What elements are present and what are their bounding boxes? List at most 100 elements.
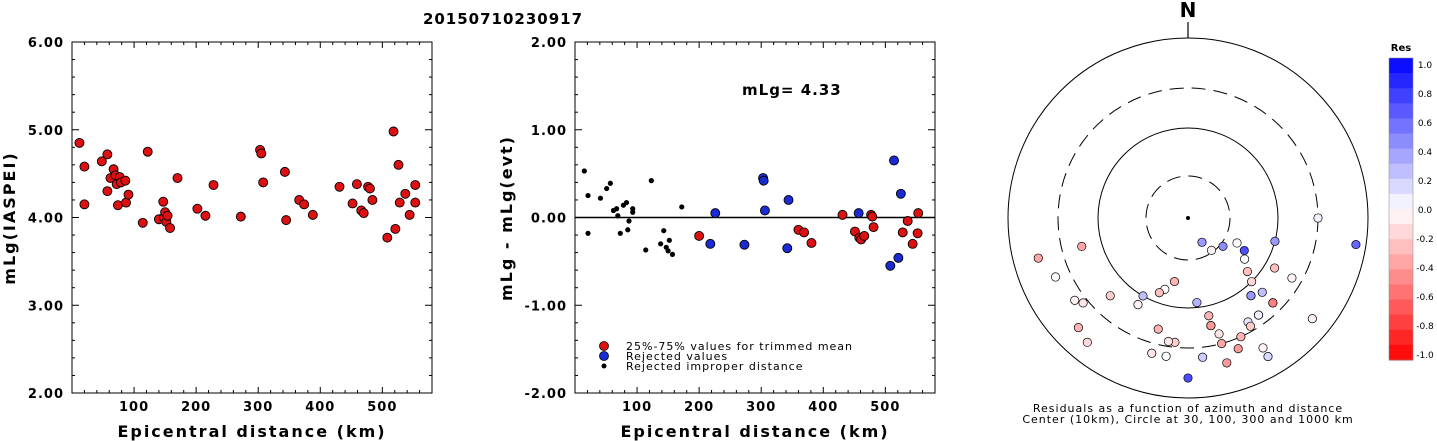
data-point-s0-42	[358, 208, 369, 219]
data-point-s0-44	[364, 183, 375, 194]
data-point-s0-36	[299, 199, 310, 210]
legend-label-1: Rejected values	[626, 350, 728, 363]
x-tick-label-1: 200	[684, 400, 714, 415]
colorbar-labels: 1.0 0.8 0.6 0.4 0.2 0.0 -0.2 -0.4 -0.6 -0.8 -1.0	[1416, 61, 1434, 361]
polar-point-38	[1245, 321, 1256, 331]
data-point-s1-5	[759, 205, 770, 216]
polar-point-37	[1222, 358, 1232, 368]
data-point-s0-11	[868, 222, 879, 233]
ring-30km	[1145, 175, 1231, 261]
colorbar-label-1: 0.8	[1418, 90, 1433, 100]
polar-point-25	[1163, 336, 1173, 347]
data-point-s0-17	[142, 146, 153, 157]
x-tick-label-1: 200	[181, 400, 211, 415]
legend-label-2: Rejected improper distance	[626, 360, 804, 373]
data-point-s0-24	[165, 223, 176, 233]
y-axis-label-1: mLg(IASPEI)	[0, 151, 19, 284]
x-tick-label-2: 300	[243, 400, 273, 415]
x-tick-label-4: 500	[367, 400, 397, 415]
polar-point-23	[1078, 298, 1088, 308]
colorbar-cell-16	[1389, 299, 1413, 316]
data-point-s0-8	[859, 230, 870, 241]
data-point-s0-16	[137, 217, 148, 228]
data-point-s0-0	[74, 137, 85, 148]
polar-point-7	[1258, 343, 1268, 353]
panel-mlg-vs-distance: 100 200 300 400 500 2.00 3.00 4.00 5.00 6.00 mLg(…	[0, 36, 433, 441]
data-point-s2-1	[585, 230, 591, 236]
data-point-s2-23	[669, 251, 676, 257]
mlg-annotation: mLg= 4.33	[742, 81, 842, 99]
legend-marker-1	[599, 351, 609, 361]
x-tick-label-3: 400	[808, 400, 838, 415]
data-point-s2-12	[625, 227, 631, 233]
data-point-s0-15	[123, 189, 134, 200]
data-point-s2-11	[623, 199, 630, 206]
legend: 25%-75% values for trimmed mean Rejected…	[599, 340, 852, 373]
polar-point-41	[1206, 245, 1217, 255]
data-point-s0-40	[351, 179, 362, 190]
polar-point-48	[1073, 323, 1083, 333]
colorbar-cell-12	[1389, 239, 1413, 255]
data-point-s2-24	[679, 204, 685, 210]
data-point-s0-16	[913, 208, 924, 219]
data-point-s0-52	[404, 209, 415, 220]
polar-point-27	[1268, 298, 1278, 308]
x-tick-label-0: 100	[622, 400, 652, 415]
panel-azimuth-residuals: N Residuals as a function of azimuth and…	[1007, 0, 1369, 426]
polar-point-35	[1253, 310, 1264, 320]
data-point-s2-3	[597, 195, 604, 201]
polar-point-30	[1242, 266, 1253, 277]
data-point-s0-19	[158, 196, 169, 207]
polar-point-19	[1214, 329, 1224, 339]
colorbar-cell-4	[1389, 118, 1413, 134]
data-point-s2-17	[648, 178, 654, 184]
data-point-s1-10	[889, 155, 899, 166]
data-point-s0-49	[393, 159, 404, 170]
data-point-s0-25	[172, 173, 183, 183]
plot-frame-1	[71, 41, 433, 394]
polar-point-5	[1217, 339, 1227, 349]
data-point-s0-45	[367, 194, 378, 205]
data-point-s2-18	[658, 241, 664, 247]
data-point-s0-53	[410, 197, 421, 208]
data-point-s0-1	[79, 161, 90, 172]
polar-point-3	[1313, 213, 1323, 223]
polar-point-33	[1246, 291, 1256, 301]
data-point-s2-16	[643, 247, 649, 253]
data-point-s0-32	[258, 177, 269, 188]
data-point-s0-0	[694, 230, 705, 241]
colorbar-label-6: -0.2	[1416, 235, 1434, 245]
legend-marker-2	[601, 363, 607, 369]
polar-point-6	[1307, 314, 1317, 324]
ticks-2: 100 200 300 400 500 -2.00 -1.00 0.00 1.00 2.00	[525, 36, 935, 415]
polar-point-31	[1247, 277, 1257, 287]
data-point-s0-13	[902, 216, 913, 226]
data-point-s0-31	[256, 148, 267, 159]
colorbar-cell-18	[1389, 329, 1413, 346]
colorbar: Res 1.0 0.8 0.6 0.4 0.2 0.0 -0.2 -0.4 -0.6 -0.8 -1…	[1388, 43, 1434, 361]
polar-point-46	[1206, 321, 1216, 331]
x-tick-label-3: 400	[305, 400, 335, 415]
y-tick-label-2: 0.00	[531, 212, 567, 227]
polar-point-39	[1236, 332, 1246, 342]
y-tick-label-4: 2.00	[531, 36, 567, 51]
data-point-s1-0	[705, 238, 716, 249]
colorbar-cell-17	[1389, 314, 1413, 331]
caption-line-2: Center (10km), Circle at 30, 100, 300 an…	[1022, 413, 1353, 426]
colorbar-cell-15	[1389, 284, 1413, 301]
polar-point-43	[1154, 288, 1164, 298]
colorbar-cell-8	[1389, 178, 1413, 195]
data-point-s2-0	[581, 168, 587, 174]
colorbar-cell-0	[1389, 58, 1413, 74]
polar-point-40	[1192, 297, 1202, 308]
polar-point-12	[1138, 291, 1148, 301]
epicenter-dot	[1186, 216, 1190, 220]
colorbar-cells	[1388, 57, 1414, 361]
y-tick-label-4: 6.00	[28, 36, 64, 51]
colorbar-cell-7	[1389, 163, 1413, 180]
x-axis-label-2: Epicentral distance (km)	[620, 422, 889, 441]
colorbar-cell-19	[1389, 344, 1413, 361]
ring-1000km	[1007, 37, 1369, 399]
data-point-s0-34	[281, 215, 292, 226]
